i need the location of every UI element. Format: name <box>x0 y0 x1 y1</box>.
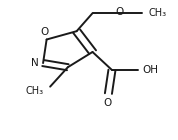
Text: O: O <box>115 7 123 17</box>
Text: OH: OH <box>143 65 159 75</box>
Text: O: O <box>103 98 112 108</box>
Text: N: N <box>31 58 39 68</box>
Text: O: O <box>41 27 49 37</box>
Text: CH₃: CH₃ <box>26 87 44 96</box>
Text: CH₃: CH₃ <box>148 8 166 18</box>
